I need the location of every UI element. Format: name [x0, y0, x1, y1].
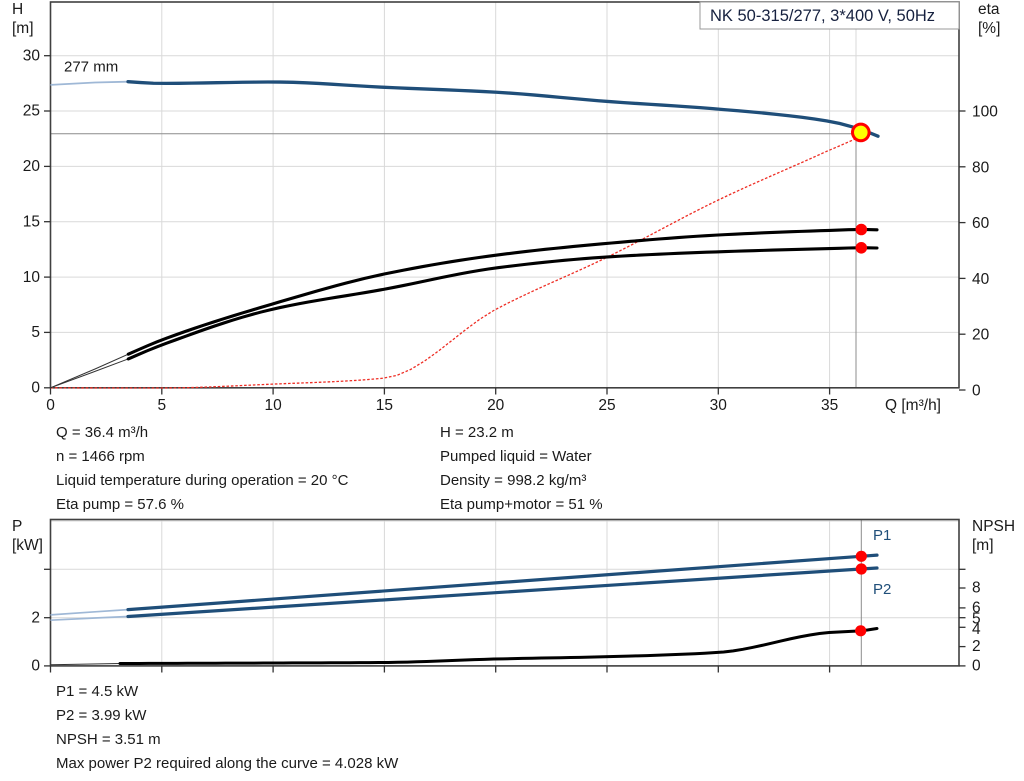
svg-text:P2: P2 [873, 581, 891, 598]
svg-text:25: 25 [598, 397, 615, 414]
svg-text:0: 0 [46, 397, 55, 414]
svg-text:Q [m³/h]: Q [m³/h] [885, 397, 941, 414]
svg-text:60: 60 [972, 215, 990, 232]
svg-text:30: 30 [23, 47, 41, 64]
svg-text:H: H [12, 1, 23, 18]
svg-text:10: 10 [23, 269, 41, 286]
svg-text:2: 2 [31, 609, 40, 626]
svg-text:eta: eta [978, 1, 1000, 18]
svg-text:35: 35 [821, 397, 838, 414]
svg-text:Q = 36.4 m³/h: Q = 36.4 m³/h [56, 424, 148, 441]
svg-text:100: 100 [972, 104, 998, 121]
svg-text:6: 6 [972, 600, 981, 617]
svg-text:NK 50-315/277, 3*400 V, 50Hz: NK 50-315/277, 3*400 V, 50Hz [710, 7, 935, 25]
svg-text:80: 80 [972, 159, 990, 176]
svg-text:30: 30 [710, 397, 728, 414]
svg-text:[m]: [m] [12, 20, 34, 37]
svg-text:2: 2 [972, 638, 981, 655]
svg-text:20: 20 [487, 397, 505, 414]
svg-text:NPSH: NPSH [972, 518, 1015, 535]
svg-text:5: 5 [31, 324, 40, 341]
svg-text:P1 = 4.5 kW: P1 = 4.5 kW [56, 683, 139, 700]
svg-text:Liquid temperature during oper: Liquid temperature during operation = 20… [56, 472, 349, 489]
svg-text:0: 0 [972, 383, 981, 400]
svg-text:15: 15 [23, 213, 40, 230]
svg-text:20: 20 [23, 158, 41, 175]
svg-text:Max power P2 required along th: Max power P2 required along the curve = … [56, 755, 399, 772]
svg-text:P1: P1 [873, 527, 891, 544]
svg-text:NPSH = 3.51 m: NPSH = 3.51 m [56, 731, 161, 748]
svg-text:10: 10 [264, 397, 282, 414]
svg-text:[kW]: [kW] [12, 537, 43, 554]
svg-text:277 mm: 277 mm [64, 59, 118, 76]
svg-text:40: 40 [972, 271, 990, 288]
svg-text:Eta pump+motor = 51 %: Eta pump+motor = 51 % [440, 496, 603, 513]
svg-text:0: 0 [31, 658, 40, 675]
svg-text:Density = 998.2 kg/m³: Density = 998.2 kg/m³ [440, 472, 586, 489]
svg-text:5: 5 [157, 397, 166, 414]
svg-text:Pumped liquid = Water: Pumped liquid = Water [440, 448, 592, 465]
svg-text:20: 20 [972, 327, 990, 344]
svg-text:8: 8 [972, 580, 981, 597]
svg-text:[m]: [m] [972, 537, 994, 554]
svg-text:15: 15 [376, 397, 393, 414]
svg-text:25: 25 [23, 103, 40, 120]
svg-text:H = 23.2 m: H = 23.2 m [440, 424, 514, 441]
svg-text:P2 = 3.99 kW: P2 = 3.99 kW [56, 707, 147, 724]
svg-text:Eta pump = 57.6 %: Eta pump = 57.6 % [56, 496, 184, 513]
svg-text:0: 0 [31, 380, 40, 397]
svg-text:n = 1466 rpm: n = 1466 rpm [56, 448, 145, 465]
svg-text:P: P [12, 518, 22, 535]
svg-text:[%]: [%] [978, 20, 1000, 37]
svg-text:0: 0 [972, 658, 981, 675]
